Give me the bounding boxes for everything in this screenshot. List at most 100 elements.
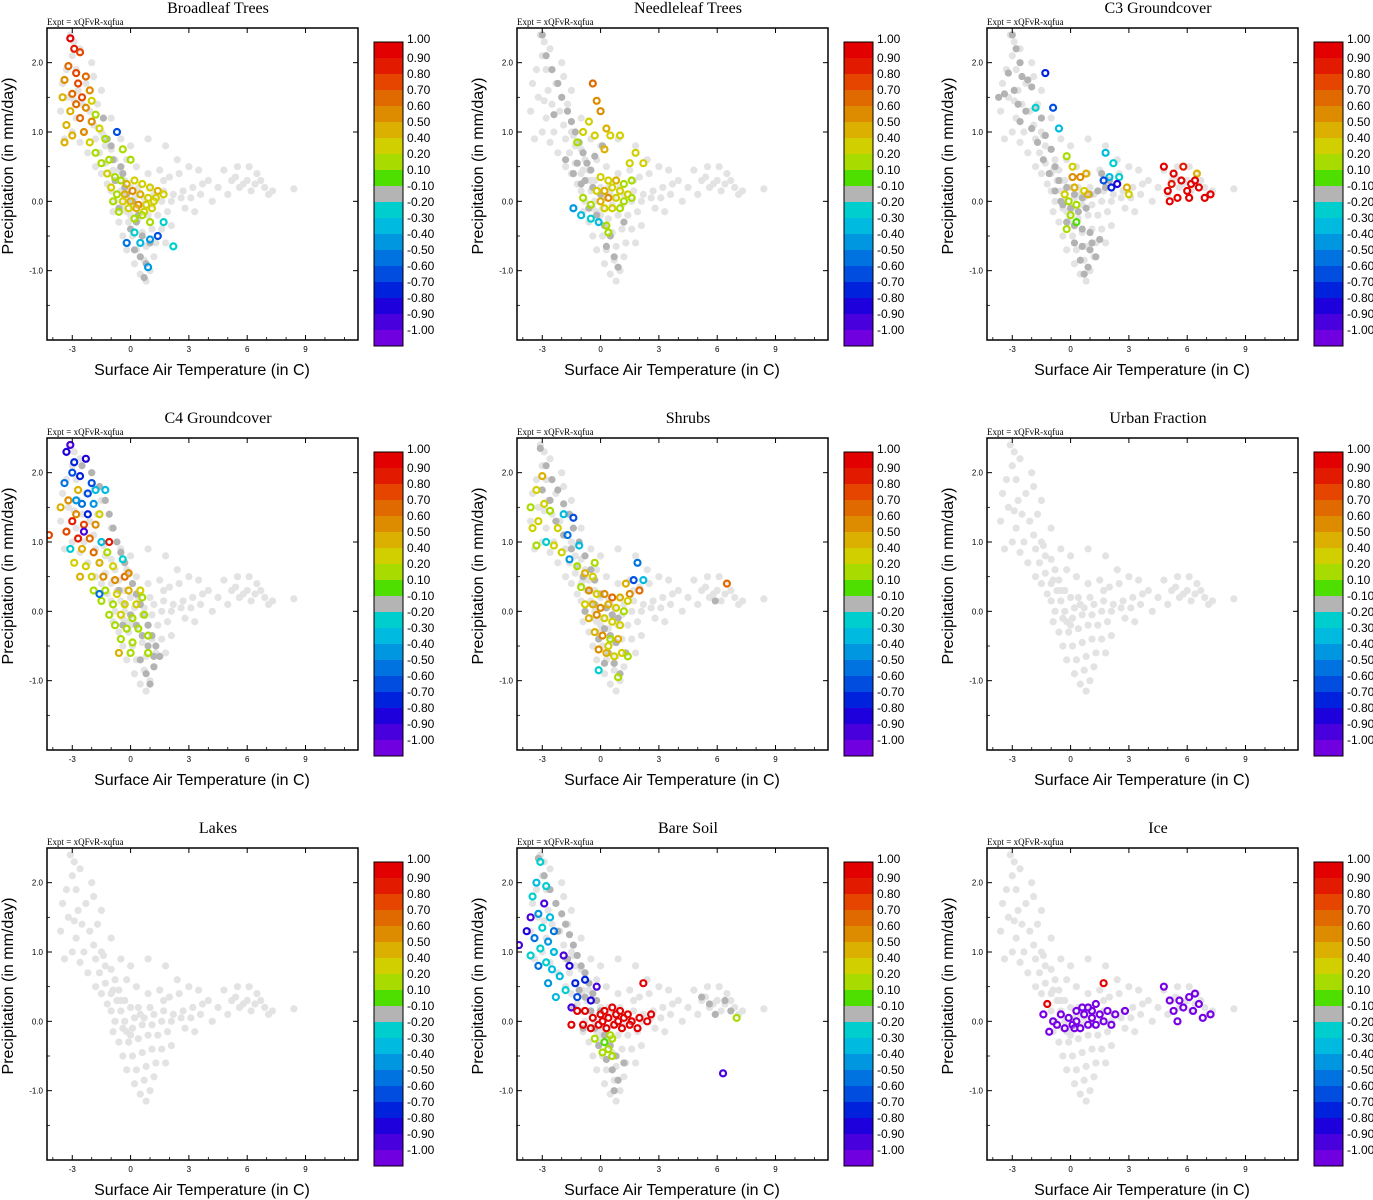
colorbar-label: -0.60 [1347, 1079, 1373, 1093]
background-point [144, 170, 152, 178]
correlation-point [64, 496, 73, 505]
correlation-point [66, 34, 75, 43]
correlation-point [608, 1051, 617, 1061]
background-point [1074, 625, 1082, 633]
neutral-point [614, 263, 622, 271]
y-tick-label: -1.0 [499, 677, 513, 686]
background-point [158, 225, 166, 233]
x-tick-label: 0 [128, 755, 133, 764]
correlation-point [577, 211, 586, 220]
neutral-point [577, 180, 585, 188]
background-point [760, 185, 768, 193]
background-point [130, 1080, 139, 1088]
background-point [290, 1005, 298, 1013]
background-point [626, 166, 634, 174]
colorbar-swatch [374, 314, 403, 330]
background-point [546, 548, 554, 557]
background-point [117, 1007, 125, 1015]
background-point [161, 552, 170, 560]
data-points [47, 440, 298, 695]
background-point [1171, 583, 1180, 591]
colorbar-swatch [374, 234, 403, 250]
neutral-point [538, 486, 546, 494]
colorbar: 1.000.900.800.700.600.500.400.200.10-0.1… [1313, 442, 1373, 757]
background-point [224, 600, 232, 609]
correlation-point [81, 454, 90, 463]
colorbar-label: 0.70 [1347, 493, 1371, 507]
background-point [694, 600, 702, 609]
correlation-point [598, 631, 607, 640]
background-point [196, 600, 205, 609]
correlation-point [87, 478, 96, 488]
y-tick-label: 1.0 [972, 538, 984, 547]
colorbar-swatch [1314, 58, 1343, 74]
colorbar-label: 0.90 [1347, 51, 1371, 65]
background-point [624, 621, 632, 629]
correlation-point [73, 79, 83, 88]
background-point [1094, 1031, 1102, 1039]
background-point [220, 986, 228, 994]
x-tick-label: 0 [598, 345, 603, 354]
background-point [1008, 948, 1016, 956]
background-point [532, 66, 541, 74]
correlation-point [1103, 1006, 1112, 1016]
correlation-point [536, 944, 545, 953]
background-point [68, 948, 76, 956]
background-point [1144, 586, 1152, 595]
expt-label: Expt = xQFvR-xqfua [47, 837, 124, 847]
neutral-point [119, 170, 127, 178]
colorbar-swatch [844, 516, 873, 532]
colorbar-label: 0.10 [877, 163, 901, 177]
neutral-point [1008, 31, 1016, 39]
background-point [62, 886, 71, 894]
background-point [1047, 597, 1055, 605]
colorbar-swatch [1314, 660, 1343, 676]
background-point [115, 986, 123, 994]
background-point [1057, 597, 1065, 605]
neutral-point [1078, 242, 1086, 250]
x-tick-label: -3 [1009, 755, 1017, 764]
background-point [637, 1042, 646, 1050]
background-point [1008, 538, 1016, 546]
background-point [119, 642, 127, 650]
background-point [579, 618, 587, 626]
colorbar-swatch [844, 106, 873, 122]
x-tick-label: -3 [539, 345, 547, 354]
background-point [253, 580, 261, 588]
background-point [1068, 232, 1077, 240]
background-point [1041, 552, 1049, 560]
background-point [220, 166, 228, 174]
background-point [134, 1003, 142, 1012]
background-point [665, 986, 673, 994]
x-tick-label: -3 [539, 1165, 547, 1174]
colorbar-swatch [844, 266, 873, 282]
colorbar-frame [373, 451, 404, 757]
background-point [1185, 163, 1193, 171]
x-tick-label: 0 [598, 1165, 603, 1174]
correlation-point [1052, 1020, 1062, 1029]
background-point [542, 66, 550, 74]
background-point [661, 208, 669, 216]
neutral-point [99, 114, 107, 122]
x-tick-label: 6 [715, 1165, 720, 1174]
background-point [243, 996, 251, 1005]
x-tick-label: 9 [303, 345, 308, 354]
y-axis-label: Precipitation (in mm/day) [940, 898, 957, 1075]
y-tick-label: 0.0 [502, 607, 514, 616]
colorbar-swatch [1314, 1022, 1343, 1038]
background-point [612, 277, 620, 285]
background-point [1057, 586, 1065, 595]
background-point [540, 97, 548, 105]
colorbar-swatch [1314, 580, 1343, 596]
correlation-point [85, 86, 94, 95]
correlation-point [77, 93, 87, 102]
background-point [1068, 642, 1077, 650]
correlation-point [639, 159, 648, 168]
background-point [628, 1045, 636, 1053]
correlation-point [732, 1013, 741, 1022]
background-point [997, 107, 1005, 115]
correlation-point [580, 1006, 590, 1016]
colorbar-swatch [1314, 282, 1343, 298]
colorbar-label: -0.20 [877, 605, 905, 619]
neutral-point [1018, 72, 1026, 81]
